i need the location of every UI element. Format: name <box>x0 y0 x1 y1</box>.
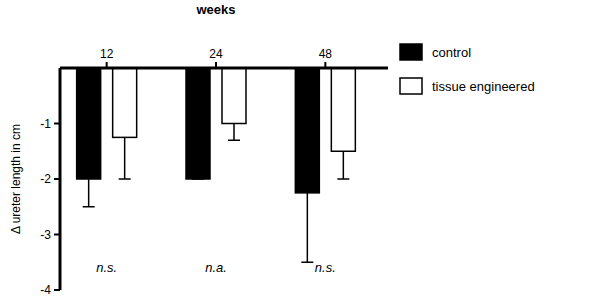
x-axis-title: weeks <box>195 2 235 17</box>
bar <box>331 68 355 151</box>
x-tick <box>324 62 326 68</box>
x-tick <box>215 62 217 68</box>
bar <box>186 68 210 179</box>
legend-swatch <box>400 44 422 60</box>
bar <box>295 68 319 193</box>
legend-label: tissue engineered <box>432 79 535 94</box>
x-tick-label: 48 <box>319 47 333 61</box>
y-tick <box>54 178 60 180</box>
chart-container: -4 -3 -2 -1 12 24 48 weeks Δ ureter length in cm… <box>0 0 600 302</box>
y-tick <box>54 234 60 236</box>
y-tick-label: -2 <box>40 172 51 186</box>
y-tick-label: -1 <box>40 117 51 131</box>
x-tick-label: 12 <box>100 47 114 61</box>
error-bar <box>228 124 240 141</box>
x-axis <box>60 67 388 70</box>
legend-label: control <box>432 45 471 60</box>
y-tick-label: -3 <box>40 228 51 242</box>
legend: control tissue engineered <box>400 44 535 94</box>
error-bar <box>119 137 131 179</box>
bar <box>77 68 101 179</box>
annotation: n.s. <box>96 260 117 275</box>
annotation: n.s. <box>315 260 336 275</box>
y-tick <box>54 289 60 291</box>
annotation: n.a. <box>205 260 227 275</box>
bar <box>113 68 137 137</box>
legend-swatch <box>400 78 422 94</box>
x-tick-label: 24 <box>209 47 223 61</box>
y-axis-title: Δ ureter length in cm <box>9 124 23 234</box>
error-bar <box>301 193 313 262</box>
y-tick-label: -4 <box>40 283 51 297</box>
error-bar <box>192 178 204 180</box>
chart-svg: -4 -3 -2 -1 12 24 48 weeks Δ ureter length in cm… <box>0 0 600 302</box>
plot-area <box>77 68 356 262</box>
error-bar <box>337 151 349 179</box>
y-tick <box>54 123 60 125</box>
error-bar <box>83 179 95 207</box>
x-tick <box>106 62 108 68</box>
bar <box>222 68 246 124</box>
